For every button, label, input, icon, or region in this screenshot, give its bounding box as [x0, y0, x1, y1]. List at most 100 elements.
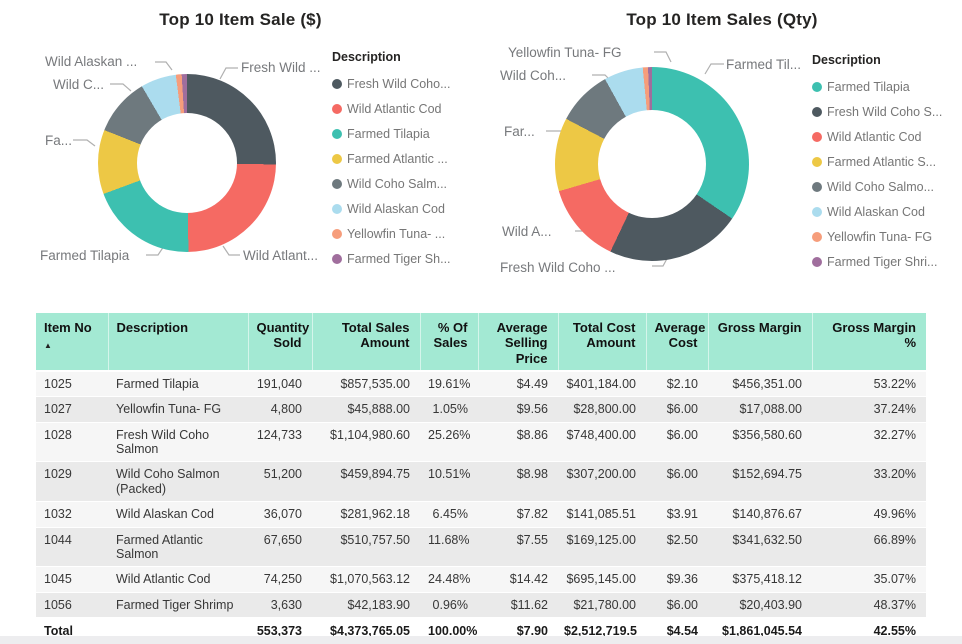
donut-ring[interactable] [98, 74, 276, 252]
cell-item-no: 1044 [36, 527, 108, 568]
legend-item[interactable]: Wild Alaskan Cod [332, 196, 480, 221]
cell-total-sales-amount: $857,535.00 [312, 370, 420, 398]
column-header-quantity-sold[interactable]: Quantity Sold [247, 313, 312, 371]
legend-item[interactable]: Farmed Tilapia [332, 121, 480, 146]
table-row[interactable]: 1027 Yellowfin Tuna- FG 4,800 $45,888.00 1.0… [36, 396, 926, 423]
legend-color-dot-icon [332, 178, 342, 189]
cell-total-sales-amount: $42,183.90 [312, 592, 420, 619]
column-header-total-sales-amount[interactable]: Total Sales Amount [311, 313, 420, 371]
slice-label: Farmed Til... [726, 57, 802, 72]
cell-average-cost: $9.36 [646, 566, 708, 593]
legend-item[interactable]: Wild Alaskan Cod [812, 199, 960, 224]
cell-quantity-sold: 4,800 [248, 396, 312, 423]
cell-gross-margin: $17,088.00 [708, 396, 812, 423]
legend-label: Farmed Tilapia [827, 79, 910, 94]
legend-item[interactable]: Yellowfin Tuna- FG [812, 224, 960, 249]
legend-label: Wild Atlantic Cod [347, 101, 442, 116]
column-header-pct-of-sales[interactable]: % Of Sales [419, 313, 478, 371]
cell-quantity-sold: 74,250 [248, 566, 312, 593]
chart-legend: Description Fresh Wild Coho... Wild Atlan… [332, 50, 480, 271]
legend-label: Fresh Wild Coho S... [827, 104, 943, 119]
table-row[interactable]: 1029 Wild Coho Salmon (Packed) 51,200 $459,… [36, 461, 926, 503]
donut-ring[interactable] [555, 67, 749, 261]
cell-average-selling-price: $7.82 [478, 501, 558, 528]
column-header-average-selling-price[interactable]: Average Selling Price [477, 313, 558, 371]
legend-item[interactable]: Farmed Tilapia [812, 74, 960, 99]
cell-gross-margin: $375,418.12 [708, 566, 812, 593]
table-row[interactable]: 1028 Fresh Wild Coho Salmon 124,733 $1,104,… [36, 422, 926, 463]
cell-average-selling-price: $9.56 [478, 396, 558, 423]
legend-item[interactable]: Farmed Atlantic S... [812, 149, 960, 174]
column-header-item-no[interactable]: Item No ▲ [36, 313, 108, 371]
legend-item[interactable]: Wild Atlantic Cod [332, 96, 480, 121]
cell-average-selling-price: $14.42 [478, 566, 558, 593]
legend-title: Description [332, 50, 401, 64]
cell-description: Farmed Atlantic Salmon [108, 527, 248, 568]
legend-item[interactable]: Yellowfin Tuna- ... [332, 221, 480, 246]
slice-label: Fresh Wild Coho ... [500, 260, 616, 275]
cell-item-no: 1027 [36, 396, 108, 423]
legend-items: Fresh Wild Coho... Wild Atlantic Cod Farme… [332, 71, 480, 271]
legend-item[interactable]: Wild Coho Salmo... [812, 174, 960, 199]
legend-label: Wild Alaskan Cod [347, 201, 445, 216]
cell-gross-margin: $152,694.75 [708, 461, 812, 503]
cell-description: Farmed Tilapia [108, 370, 248, 398]
column-header-total-cost-amount[interactable]: Total Cost Amount [557, 313, 646, 371]
legend-color-dot-icon [332, 153, 342, 164]
cell-gross-margin: $341,632.50 [708, 527, 812, 568]
slice-label: Wild C... [53, 77, 105, 92]
slice-label: Fa... [45, 133, 73, 148]
cell-average-cost: $3.91 [646, 501, 708, 528]
table-row[interactable]: 1025 Farmed Tilapia 191,040 $857,535.00 19.6… [36, 370, 926, 398]
legend-item[interactable]: Wild Coho Salm... [332, 171, 480, 196]
legend-item[interactable]: Wild Atlantic Cod [812, 124, 960, 149]
legend-color-dot-icon [812, 81, 822, 92]
legend-color-dot-icon [812, 256, 822, 267]
cell-gross-margin-pct: 53.22% [812, 370, 926, 398]
legend-color-dot-icon [332, 253, 342, 264]
cell-average-selling-price: $4.49 [478, 370, 558, 398]
cell-total-cost-amount: $28,800.00 [558, 396, 646, 423]
page-bottom-edge [0, 636, 962, 644]
cell-total-sales-amount: $1,104,980.60 [312, 422, 420, 463]
table-row[interactable]: 1032 Wild Alaskan Cod 36,070 $281,962.18 6.4… [36, 501, 926, 528]
legend-label: Wild Atlantic Cod [827, 129, 922, 144]
cell-average-selling-price: $7.55 [478, 527, 558, 568]
legend-item[interactable]: Fresh Wild Coho S... [812, 99, 960, 124]
table-row[interactable]: 1056 Farmed Tiger Shrimp 3,630 $42,183.90 0.… [36, 592, 926, 619]
cell-pct-of-sales: 11.68% [420, 527, 478, 568]
legend-item[interactable]: Farmed Tiger Shri... [812, 249, 960, 274]
legend-item[interactable]: Fresh Wild Coho... [332, 71, 480, 96]
cell-item-no: 1028 [36, 422, 108, 463]
cell-average-cost: $6.00 [646, 461, 708, 503]
cell-pct-of-sales: 1.05% [420, 396, 478, 423]
legend-item[interactable]: Farmed Atlantic ... [332, 146, 480, 171]
legend-color-dot-icon [812, 231, 822, 242]
column-header-gross-margin-pct[interactable]: Gross Margin % [811, 313, 926, 371]
cell-average-selling-price: $8.98 [478, 461, 558, 503]
column-header-gross-margin[interactable]: Gross Margin [707, 313, 812, 371]
donut-chart-sales-qty: Top 10 Item Sales (Qty) Farmed Til... Fr… [482, 0, 962, 300]
cell-average-cost: $6.00 [646, 592, 708, 619]
slice-label: Wild A... [502, 224, 552, 239]
cell-gross-margin: $20,403.90 [708, 592, 812, 619]
cell-description: Wild Atlantic Cod [108, 566, 248, 593]
cell-pct-of-sales: 0.96% [420, 592, 478, 619]
table-row[interactable]: 1045 Wild Atlantic Cod 74,250 $1,070,563.12… [36, 566, 926, 593]
cell-total-cost-amount: $169,125.00 [558, 527, 646, 568]
cell-total-cost-amount: $401,184.00 [558, 370, 646, 398]
column-header-description[interactable]: Description [107, 313, 248, 371]
legend-item[interactable]: Farmed Tiger Sh... [332, 246, 480, 271]
column-header-average-cost[interactable]: Average Cost [645, 313, 708, 371]
legend-items: Farmed Tilapia Fresh Wild Coho S... Wild A… [812, 74, 960, 274]
chart-legend: Description Farmed Tilapia Fresh Wild Coh… [812, 53, 960, 274]
cell-total-cost-amount: $748,400.00 [558, 422, 646, 463]
chart-title: Top 10 Item Sale ($) [159, 10, 322, 29]
cell-item-no: 1025 [36, 370, 108, 398]
donut-chart-sales-amount: Top 10 Item Sale ($) Fresh Wild ... Wild… [0, 0, 481, 300]
table-row[interactable]: 1044 Farmed Atlantic Salmon 67,650 $510,757… [36, 527, 926, 568]
cell-pct-of-sales: 10.51% [420, 461, 478, 503]
sort-ascending-icon: ▲ [44, 341, 52, 351]
cell-gross-margin-pct: 49.96% [812, 501, 926, 528]
